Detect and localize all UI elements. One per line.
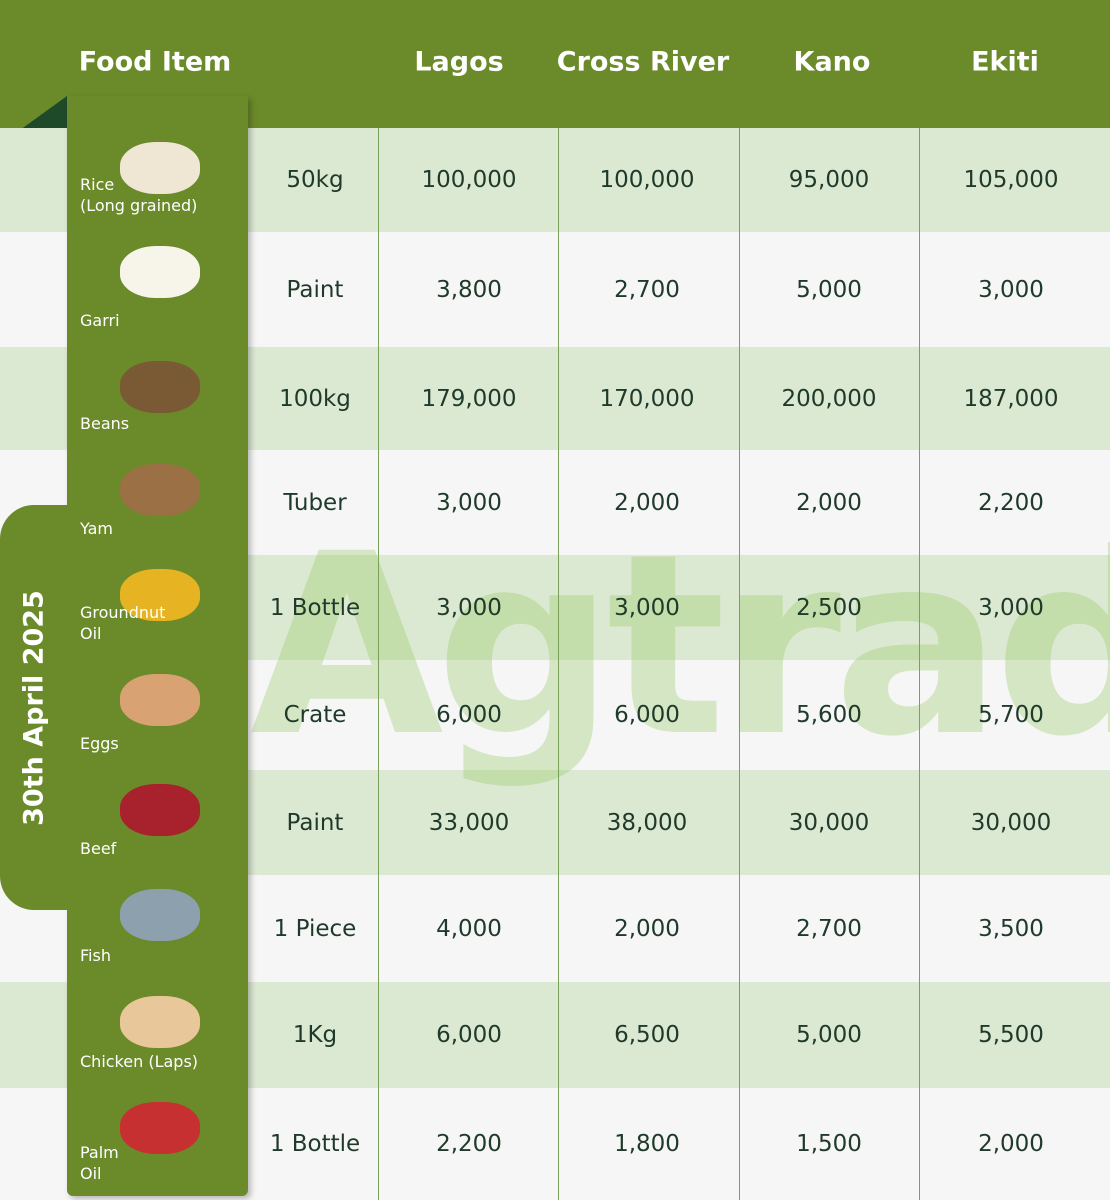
- food-name-line: Groundnut: [80, 603, 166, 622]
- food-image: [120, 569, 200, 621]
- food-image: [120, 889, 200, 941]
- food-image: [120, 464, 200, 516]
- price: 2,000: [796, 489, 862, 516]
- unit: 1 Bottle: [269, 594, 361, 621]
- price: 5,000: [796, 1022, 862, 1048]
- food-name-line: Chicken (Laps): [80, 1052, 199, 1071]
- column-header: Food Item: [78, 46, 232, 78]
- food-name-line: Oil: [80, 1164, 102, 1183]
- price: 95,000: [788, 167, 870, 193]
- column-header: Ekiti: [971, 46, 1039, 78]
- price: 3,000: [978, 594, 1044, 621]
- unit: 1Kg: [292, 1022, 338, 1048]
- column-header: Lagos: [414, 46, 504, 78]
- price: 33,000: [428, 809, 510, 836]
- price: 179,000: [421, 385, 517, 412]
- date-tab: [0, 505, 67, 910]
- column-header: Cross River: [556, 46, 730, 78]
- food-name-line: Yam: [80, 519, 113, 538]
- price: 3,000: [978, 276, 1044, 303]
- price: 105,000: [963, 167, 1059, 193]
- price: 3,500: [978, 915, 1044, 942]
- price: 3,000: [614, 594, 680, 621]
- price: 200,000: [781, 385, 877, 412]
- header-fold: [20, 96, 67, 130]
- price: 38,000: [606, 809, 688, 836]
- food-name-line: (Long grained): [80, 196, 198, 215]
- food-name: Yam: [80, 518, 113, 539]
- food-image: [120, 784, 200, 836]
- price: 2,500: [796, 594, 862, 621]
- price: 5,700: [978, 702, 1044, 728]
- price: 5,500: [978, 1022, 1044, 1048]
- food-name: Palm Oil: [80, 1142, 119, 1184]
- price: 6,500: [614, 1022, 680, 1048]
- price: 3,000: [436, 594, 502, 621]
- price: 2,000: [614, 915, 680, 942]
- price: 187,000: [963, 385, 1059, 412]
- unit: 50kg: [286, 167, 344, 193]
- food-image: [120, 246, 200, 298]
- food-name: Beef: [80, 838, 116, 859]
- food-name-line: Fish: [80, 946, 111, 965]
- price: 6,000: [436, 1022, 502, 1048]
- food-name: Beans: [80, 413, 129, 434]
- food-image: [120, 142, 200, 194]
- food-name: Chicken (Laps): [80, 1051, 198, 1072]
- price: 6,000: [614, 702, 680, 728]
- food-name-line: Beef: [80, 839, 117, 858]
- food-image: [120, 996, 200, 1048]
- date-label: 30th April 2025: [18, 590, 50, 826]
- food-name-line: Palm: [80, 1143, 119, 1162]
- column-divider: [919, 128, 920, 1200]
- price: 2,000: [978, 1131, 1044, 1157]
- column-divider: [378, 128, 379, 1200]
- column-divider: [739, 128, 740, 1200]
- food-image: [120, 1102, 200, 1154]
- food-name: Rice (Long grained): [80, 174, 197, 216]
- unit: Paint: [286, 809, 344, 836]
- unit: 100kg: [279, 385, 351, 412]
- price: 2,000: [614, 489, 680, 516]
- price: 1,500: [796, 1131, 862, 1157]
- price: 100,000: [421, 167, 517, 193]
- column-header: Kano: [793, 46, 871, 78]
- price: 3,000: [436, 489, 502, 516]
- price: 170,000: [599, 385, 695, 412]
- food-name-line: Rice: [80, 175, 115, 194]
- price: 2,200: [436, 1131, 502, 1157]
- unit: Tuber: [283, 489, 347, 516]
- price: 3,800: [436, 276, 502, 303]
- food-image: [120, 674, 200, 726]
- price: 5,600: [796, 702, 862, 728]
- watermark: Agtrade: [250, 500, 1110, 791]
- unit: 1 Bottle: [269, 1131, 361, 1157]
- price: 4,000: [436, 915, 502, 942]
- unit: Crate: [283, 702, 347, 728]
- food-name-line: Garri: [80, 311, 120, 330]
- food-name: Fish: [80, 945, 111, 966]
- price: 30,000: [788, 809, 870, 836]
- food-name: Groundnut Oil: [80, 602, 165, 644]
- price: 6,000: [436, 702, 502, 728]
- food-image: [120, 361, 200, 413]
- unit: Paint: [286, 276, 344, 303]
- food-name: Garri: [80, 310, 120, 331]
- price: 30,000: [970, 809, 1052, 836]
- food-name: Eggs: [80, 733, 119, 754]
- price: 2,700: [796, 915, 862, 942]
- price: 5,000: [796, 276, 862, 303]
- food-name-line: Oil: [80, 624, 102, 643]
- price: 100,000: [599, 167, 695, 193]
- price: 2,200: [978, 489, 1044, 516]
- food-name-line: Eggs: [80, 734, 119, 753]
- food-name-line: Beans: [80, 414, 130, 433]
- column-divider: [558, 128, 559, 1200]
- price: 1,800: [614, 1131, 680, 1157]
- unit: 1 Piece: [273, 915, 357, 942]
- price: 2,700: [614, 276, 680, 303]
